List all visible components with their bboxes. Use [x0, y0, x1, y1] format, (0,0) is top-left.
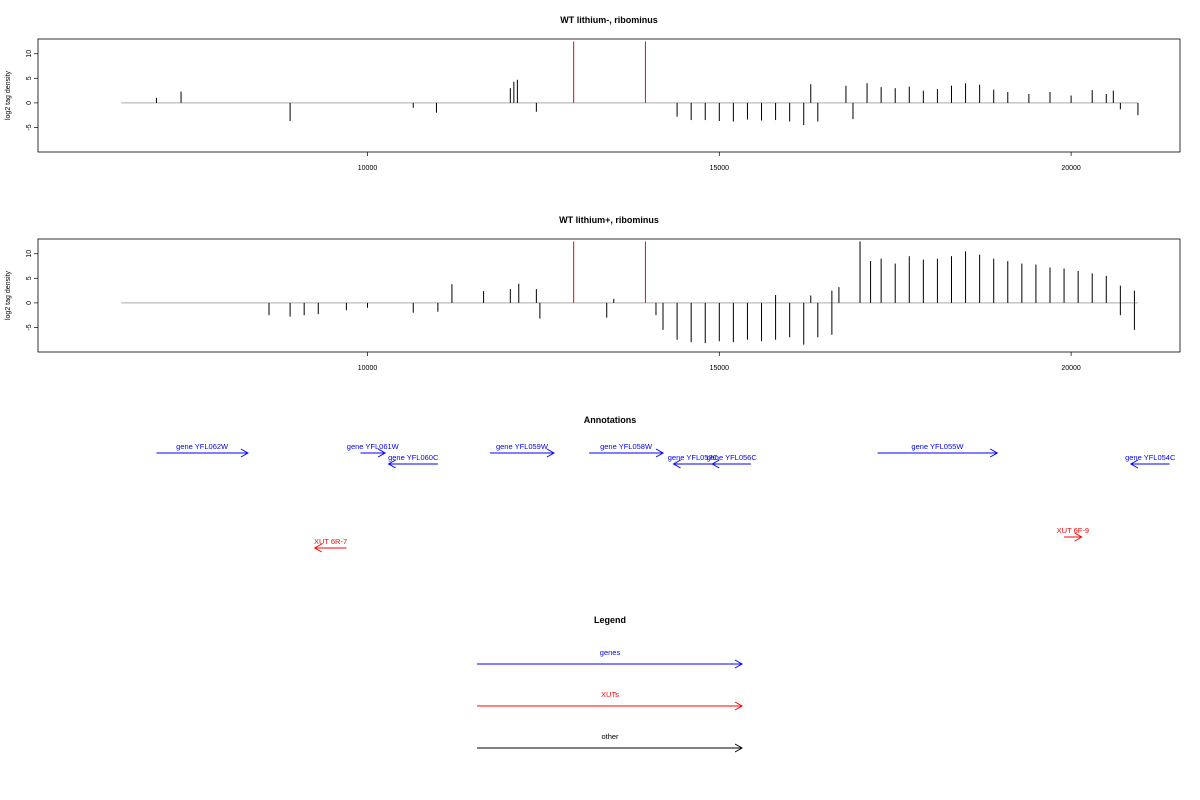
feature-label: gene YFL055W: [911, 442, 964, 451]
feature-label: gene YFL061W: [347, 442, 400, 451]
feature-arrow: gene YFL054C: [1125, 453, 1176, 469]
y-axis-label: log2 tag density: [5, 70, 12, 120]
feature-label: gene YFL054C: [1125, 453, 1176, 462]
annotations-title: Annotations: [584, 415, 637, 425]
y-tick-label: 5: [26, 276, 33, 280]
legend-entry: other: [477, 732, 744, 753]
feature-label: gene YFL062W: [176, 442, 229, 451]
arrow-head: [1129, 459, 1139, 469]
arrow-head: [672, 459, 681, 469]
feature-arrow: gene YFL055W: [877, 442, 999, 458]
feature-arrow: gene YFL059W: [489, 442, 555, 458]
feature-label: gene YFL056C: [706, 453, 757, 462]
feature-arrow: XUT 6F-9: [1057, 526, 1089, 542]
feature-arrow: gene YFL060C: [387, 453, 439, 469]
legend-label: XUTs: [601, 690, 619, 699]
arrow-head: [655, 448, 665, 458]
legend-entry: genes: [477, 648, 744, 669]
feature-arrow: gene YFL058W: [589, 442, 665, 458]
arrow-head: [387, 459, 396, 469]
x-tick-label: 10000: [358, 165, 378, 172]
plot-frame: [37, 38, 1181, 153]
y-tick-label: 10: [26, 250, 33, 258]
legend: Legend genes XUTs other: [477, 615, 744, 753]
arrow-head: [734, 659, 744, 669]
y-axis-label: log2 tag density: [5, 270, 12, 320]
y-tick-label: -5: [26, 124, 33, 130]
legend-entry: XUTs: [477, 690, 744, 711]
track-panel-1: WT lithium-, ribominus -5 0 5 10 log2 tag den…: [5, 15, 1181, 172]
y-tick-label: 0: [26, 101, 33, 105]
feature-label: XUT 6F-9: [1057, 526, 1089, 535]
feature-label: gene YFL059W: [496, 442, 549, 451]
x-tick-label: 15000: [710, 365, 730, 372]
y-tick-label: 10: [26, 50, 33, 58]
track-panel-2: WT lithium+, ribominus -5 0 5 10 log2 tag den…: [5, 215, 1181, 372]
feature-arrow: gene YFL062W: [156, 442, 249, 458]
arrow-head: [377, 448, 387, 458]
arrow-head: [734, 701, 744, 711]
arrow-head: [546, 448, 555, 458]
feature-arrow: gene YFL056C: [706, 453, 757, 469]
feature-label: gene YFL060C: [388, 453, 439, 462]
legend-label: genes: [600, 648, 621, 657]
x-tick-label: 10000: [358, 365, 378, 372]
legend-title: Legend: [594, 615, 626, 625]
signal-bars: [268, 241, 1135, 345]
arrow-head: [711, 459, 720, 469]
panel-title: WT lithium+, ribominus: [559, 215, 659, 225]
feature-label: gene YFL058W: [600, 442, 653, 451]
signal-bars: [155, 79, 1139, 125]
x-tick-label: 15000: [710, 165, 730, 172]
plot-frame: [37, 238, 1181, 353]
feature-label: gene YFL057C: [668, 453, 719, 462]
arrow-head: [240, 448, 249, 458]
x-tick-label: 20000: [1061, 165, 1081, 172]
feature-arrow: gene YFL061W: [347, 442, 400, 458]
panel-title: WT lithium-, ribominus: [560, 15, 658, 25]
legend-label: other: [601, 732, 619, 741]
arrow-head: [313, 543, 322, 553]
feature-arrow: XUT 6R-7: [313, 537, 347, 553]
arrow-head: [734, 743, 744, 753]
feature-arrow: gene YFL057C: [668, 453, 719, 469]
annotations-track: Annotations gene YFL062W gene YFL061W gene …: [156, 415, 1176, 553]
y-tick-label: -5: [26, 324, 33, 330]
y-tick-label: 0: [26, 301, 33, 305]
arrow-head: [1074, 532, 1083, 542]
feature-label: XUT 6R-7: [314, 537, 347, 546]
y-tick-label: 5: [26, 76, 33, 80]
arrow-head: [989, 448, 999, 458]
x-tick-label: 20000: [1061, 365, 1081, 372]
